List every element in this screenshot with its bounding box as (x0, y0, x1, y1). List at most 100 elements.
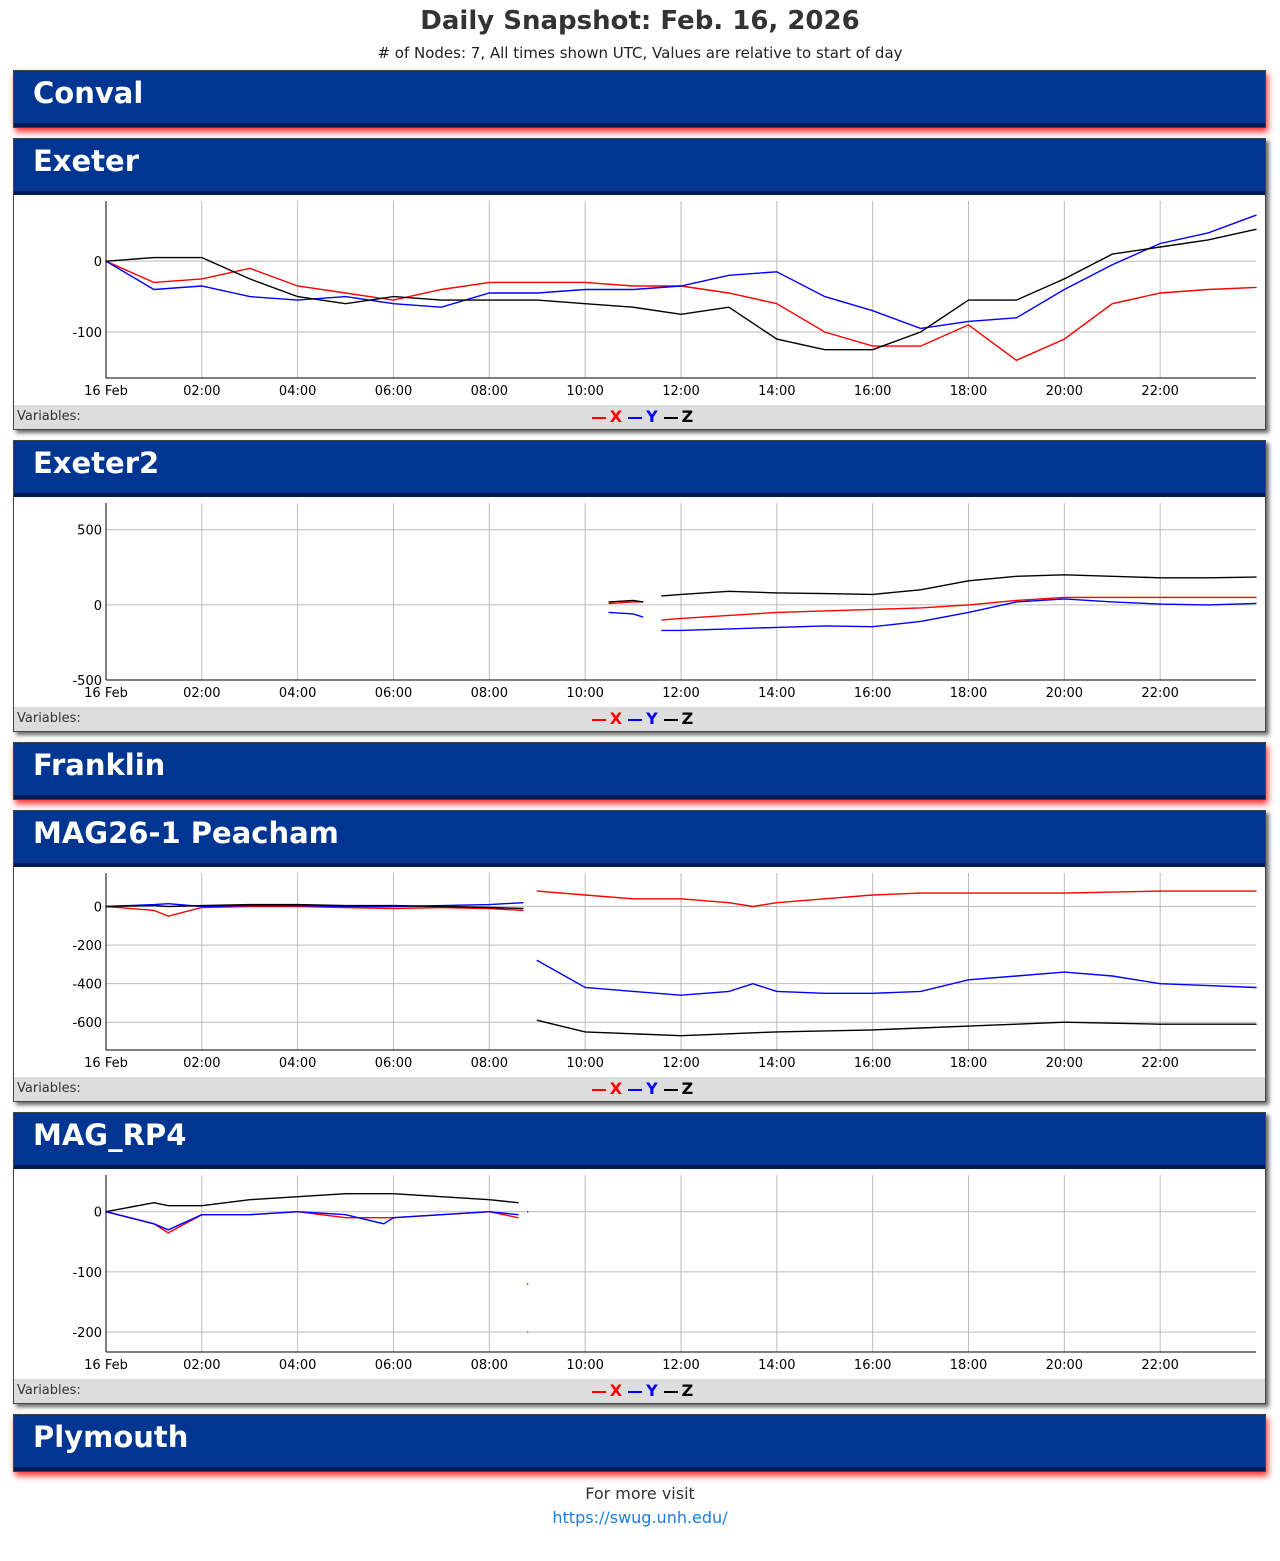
series-line (608, 598, 1257, 632)
legend-swatch (628, 416, 643, 419)
series-line (105, 890, 1257, 917)
x-tick-label: 16:00 (854, 686, 891, 701)
footer-text: For more visit (585, 1484, 695, 1503)
x-tick-label: 16:00 (854, 384, 891, 399)
chart: 16 Feb 02:00 04:00 06:00 08:00 10:00 12:00 14:0… (14, 497, 1265, 707)
x-tick-label: 02:00 (183, 1358, 220, 1373)
x-tick-label: 04:00 (279, 686, 316, 701)
variables-bar: Variables: X Y Z (14, 405, 1265, 429)
node-panel: Exeter2 16 Feb 02:00 04:00 06:00 08:00 10:00 12… (13, 440, 1266, 732)
node-panel: Plymouth (13, 1414, 1266, 1472)
x-tick-label: 18:00 (950, 384, 987, 399)
y-tick-label: -200 (72, 939, 102, 954)
series-line (105, 903, 1257, 1037)
y-tick-label: 0 (94, 1206, 102, 1221)
y-tick-label: 0 (94, 255, 102, 270)
footer: For more visit https://swug.unh.edu/ (0, 1482, 1280, 1530)
legend-swatch (663, 416, 678, 419)
series-line (105, 228, 1257, 351)
node-name: Franklin (14, 743, 1265, 799)
legend-title: Variables: (17, 711, 81, 726)
x-tick-label: 22:00 (1141, 1358, 1178, 1373)
legend: X Y Z (14, 405, 1265, 429)
x-tick-label: 20:00 (1046, 1056, 1083, 1071)
x-tick-label: 14:00 (758, 1358, 795, 1373)
x-tick-label: 16:00 (854, 1358, 891, 1373)
x-tick-label: 12:00 (662, 1358, 699, 1373)
x-tick-label: 22:00 (1141, 1056, 1178, 1071)
legend-label: Y (646, 1381, 658, 1400)
series-line (608, 574, 1257, 603)
x-tick-label: 08:00 (471, 1056, 508, 1071)
legend: X Y Z (14, 1379, 1265, 1403)
chart: 16 Feb 02:00 04:00 06:00 08:00 10:00 12:00 14:0… (14, 867, 1265, 1077)
x-tick-label: 18:00 (950, 1056, 987, 1071)
y-tick-label: 0 (94, 599, 102, 614)
chart: 16 Feb 02:00 04:00 06:00 08:00 10:00 12:00 14:0… (14, 195, 1265, 405)
node-panel: Franklin (13, 742, 1266, 800)
legend-swatch (628, 1088, 643, 1091)
legend-label: Y (646, 709, 658, 728)
x-tick-label: 06:00 (375, 1358, 412, 1373)
x-tick-label: 20:00 (1046, 384, 1083, 399)
node-name: MAG_RP4 (14, 1113, 1265, 1169)
x-tick-label: 18:00 (950, 686, 987, 701)
x-tick-label: 02:00 (183, 384, 220, 399)
x-tick-label: 10:00 (566, 1056, 603, 1071)
x-tick-label: 04:00 (279, 1056, 316, 1071)
x-tick-label: 08:00 (471, 384, 508, 399)
x-tick-label: 06:00 (375, 384, 412, 399)
x-tick-label: 06:00 (375, 1056, 412, 1071)
x-tick-label: 10:00 (566, 1358, 603, 1373)
x-tick-label: 20:00 (1046, 686, 1083, 701)
x-tick-label: 02:00 (183, 686, 220, 701)
legend-swatch (628, 1390, 643, 1393)
x-tick-label: 14:00 (758, 686, 795, 701)
legend-label: Z (681, 407, 694, 426)
legend-swatch (663, 718, 678, 721)
x-tick-label: 12:00 (662, 1056, 699, 1071)
x-tick-label: 06:00 (375, 686, 412, 701)
y-tick-label: -600 (72, 1016, 102, 1031)
legend: X Y Z (14, 707, 1265, 731)
node-panel: Exeter 16 Feb 02:00 04:00 06:00 08:00 10:00 12:… (13, 138, 1266, 430)
series-line (608, 596, 1257, 621)
x-tick-label: 10:00 (566, 686, 603, 701)
node-panel: MAG_RP4 16 Feb 02:00 04:00 06:00 08:00 10:00 12… (13, 1112, 1266, 1404)
legend-title: Variables: (17, 1383, 81, 1398)
series-line (105, 1193, 529, 1213)
legend-label: X (609, 1381, 623, 1400)
legend-label: Y (646, 407, 658, 426)
x-tick-label: 16 Feb (84, 1358, 128, 1373)
chart-svg: 16 Feb 02:00 04:00 06:00 08:00 10:00 12:00 14:0… (72, 873, 1257, 1071)
x-tick-label: 04:00 (279, 1358, 316, 1373)
legend-swatch (591, 718, 606, 721)
series-line (105, 902, 1257, 996)
legend-swatch (591, 416, 606, 419)
legend-label: Y (646, 1079, 658, 1098)
variables-bar: Variables: X Y Z (14, 1077, 1265, 1101)
chart-svg: 16 Feb 02:00 04:00 06:00 08:00 10:00 12:00 14:0… (72, 1175, 1256, 1373)
legend-swatch (663, 1390, 678, 1393)
node-name: Conval (14, 71, 1265, 127)
x-tick-label: 04:00 (279, 384, 316, 399)
x-tick-label: 22:00 (1141, 686, 1178, 701)
node-name: MAG26-1 Peacham (14, 811, 1265, 867)
x-tick-label: 16:00 (854, 1056, 891, 1071)
variables-bar: Variables: X Y Z (14, 1379, 1265, 1403)
legend-title: Variables: (17, 409, 81, 424)
x-tick-label: 10:00 (566, 384, 603, 399)
y-tick-label: -200 (72, 1326, 102, 1341)
legend-title: Variables: (17, 1081, 81, 1096)
node-name: Exeter2 (14, 441, 1265, 497)
x-tick-label: 08:00 (471, 686, 508, 701)
page-subtitle: # of Nodes: 7, All times shown UTC, Valu… (377, 44, 903, 62)
node-panel: Conval (13, 70, 1266, 128)
series-line (105, 1210, 529, 1285)
footer-link[interactable]: https://swug.unh.edu/ (552, 1508, 728, 1527)
chart-svg: 16 Feb 02:00 04:00 06:00 08:00 10:00 12:00 14:0… (72, 201, 1257, 399)
x-tick-label: 22:00 (1141, 384, 1178, 399)
variables-bar: Variables: X Y Z (14, 707, 1265, 731)
x-tick-label: 18:00 (950, 1358, 987, 1373)
x-tick-label: 12:00 (662, 384, 699, 399)
